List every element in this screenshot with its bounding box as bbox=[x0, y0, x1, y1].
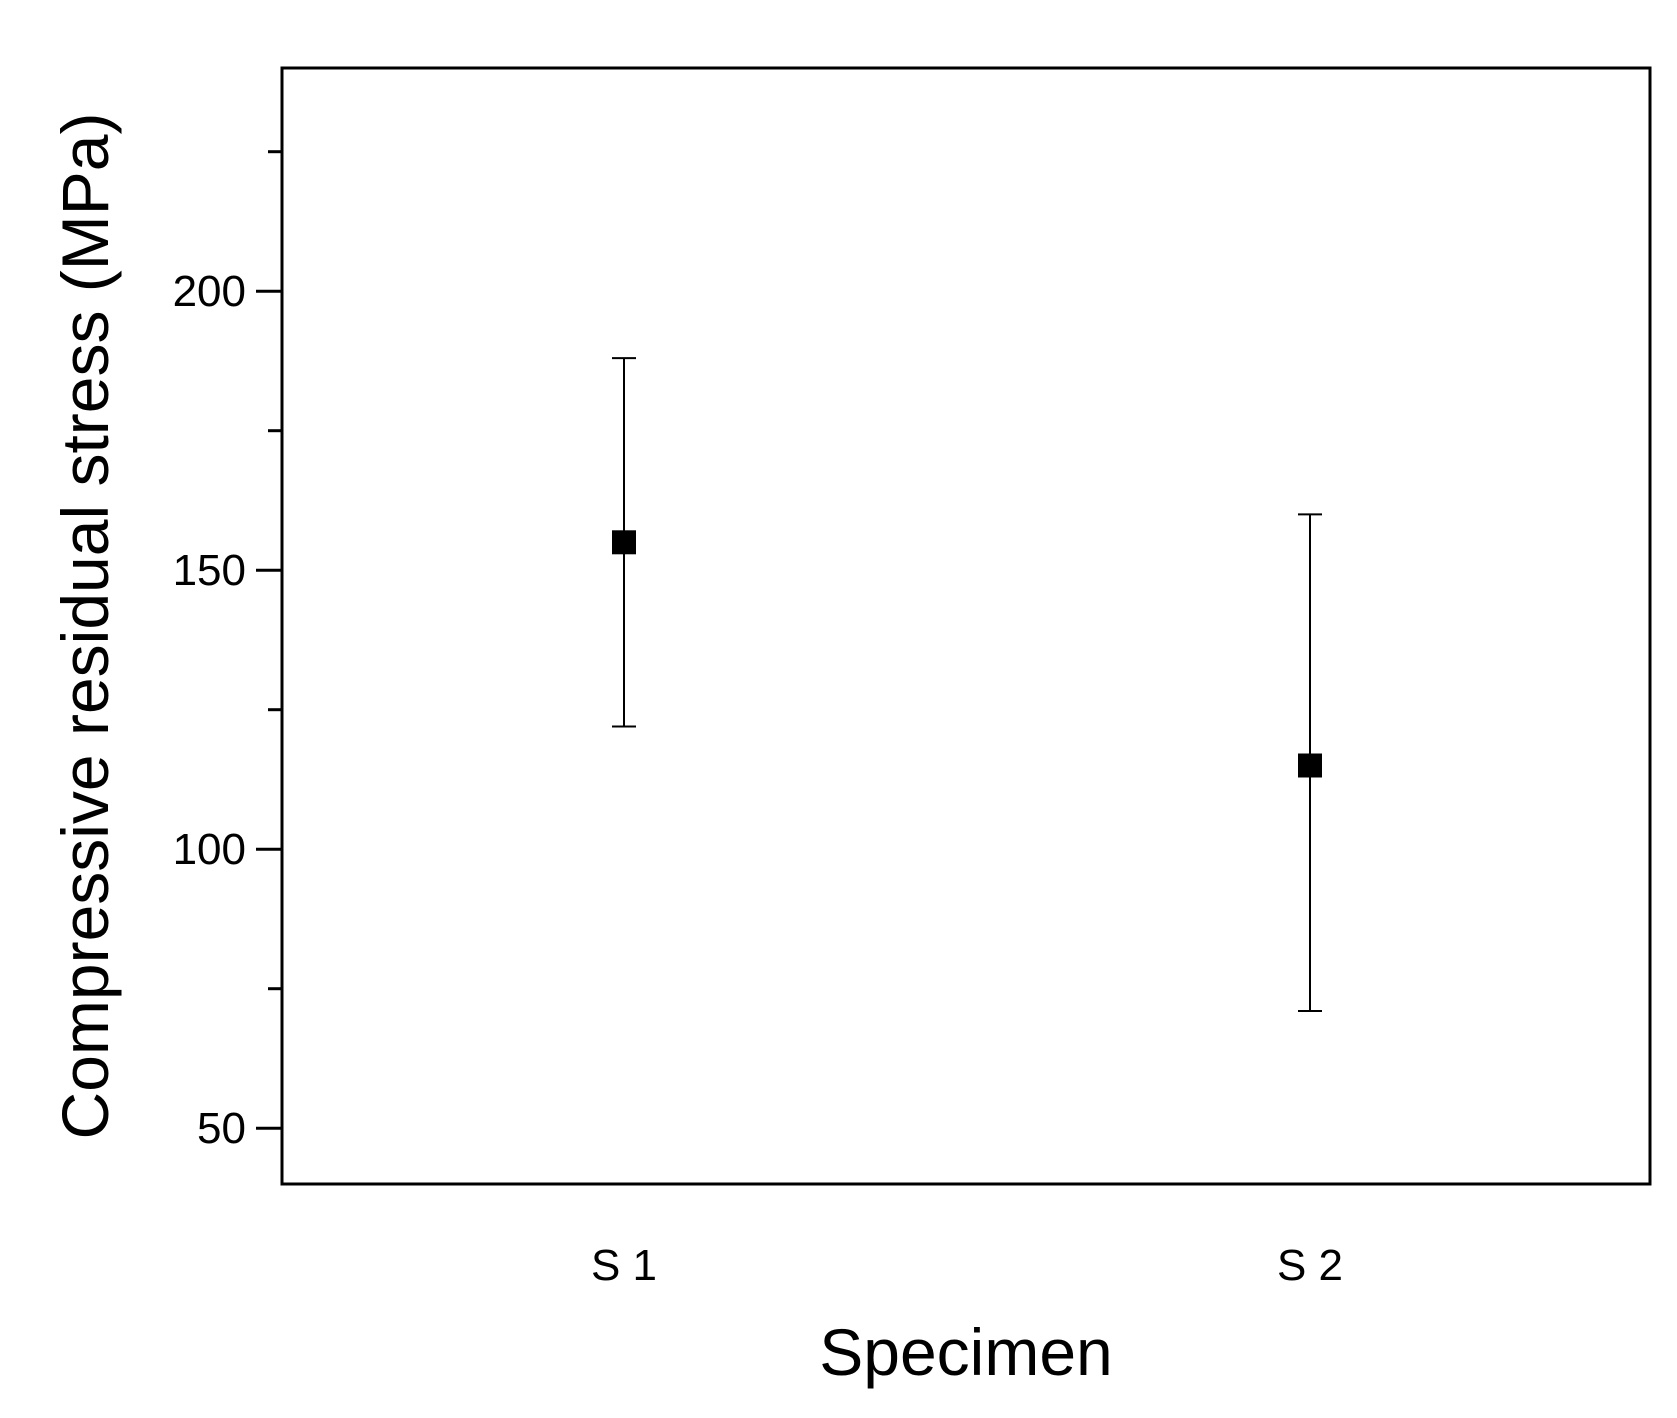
x-tick-label: S 2 bbox=[1277, 1241, 1343, 1290]
x-axis-title: Specimen bbox=[819, 1315, 1113, 1389]
y-tick-label: 150 bbox=[173, 546, 246, 595]
data-point-marker bbox=[1298, 753, 1322, 778]
y-axis-title: Compressive residual stress (MPa) bbox=[48, 113, 122, 1140]
x-axis-tick-labels: S 1 S 2 bbox=[591, 1241, 1343, 1290]
y-axis-ticks bbox=[256, 150, 282, 1130]
y-tick-label: 100 bbox=[173, 825, 246, 874]
y-axis-tick-labels: 50 100 150 200 bbox=[173, 267, 246, 1153]
data-point-marker bbox=[612, 530, 636, 555]
plot-frame bbox=[280, 66, 1652, 1186]
y-tick-label: 200 bbox=[173, 267, 246, 316]
x-tick-label: S 1 bbox=[591, 1241, 657, 1290]
y-tick-label: 50 bbox=[197, 1104, 246, 1153]
data-points bbox=[612, 530, 1322, 778]
